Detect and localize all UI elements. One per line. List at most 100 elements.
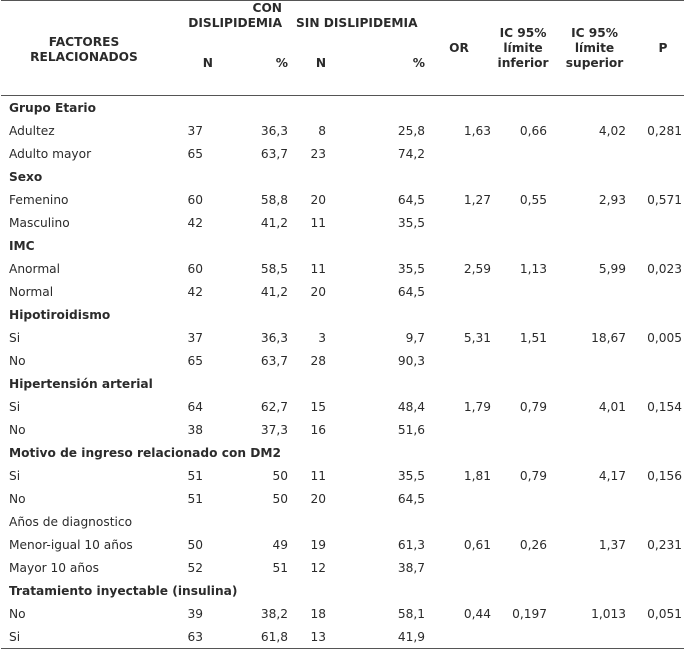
- cell-or: [427, 510, 491, 533]
- cell-n-con: 63: [167, 625, 215, 649]
- cell-pct-sin: [352, 510, 427, 533]
- row-label: Anormal: [9, 261, 61, 276]
- cell-ic-superior: 5,99: [598, 261, 627, 276]
- table-row: No 65 63,7 28 90,3: [1, 349, 684, 372]
- cell-n-con: 65: [187, 146, 203, 161]
- cell-p: [642, 349, 684, 372]
- cell-ic-inferior: [491, 487, 555, 510]
- cell-n-sin: 20: [310, 491, 327, 506]
- cell-ic-superior: [555, 556, 642, 579]
- cell-ic-superior: [555, 625, 643, 649]
- cell-pct-sin: 58,1: [397, 606, 426, 621]
- cell-ic-inferior: 0,79: [519, 399, 548, 414]
- row-label: Menor-igual 10 años: [9, 537, 133, 552]
- cell-p: 0,231: [647, 537, 683, 552]
- cell-p: [642, 142, 684, 165]
- row-label: Si: [9, 468, 21, 483]
- cell-ic-inferior: [491, 510, 555, 533]
- cell-ic-superior: [555, 487, 642, 510]
- cell-pct-sin: 38,7: [397, 560, 426, 575]
- table-row: No 38 37,3 16 51,6: [1, 418, 684, 441]
- cell-pct-sin: 64,5: [397, 491, 426, 506]
- group-row: Sexo: [1, 165, 684, 188]
- cell-pct-sin: 64,5: [397, 192, 426, 207]
- cell-p: [642, 418, 684, 441]
- cell-ic-inferior: [491, 280, 555, 303]
- header-factores: FACTORES RELACIONADOS: [1, 0, 167, 96]
- cell-ic-inferior: [491, 349, 555, 372]
- cell-pct-sin: 64,5: [397, 284, 426, 299]
- cell-ic-inferior: 0,66: [519, 123, 548, 138]
- table-row: Si 37 36,3 3 9,7 5,31 1,51 18,67 0,005: [1, 326, 684, 349]
- cell-pct-sin: 35,5: [397, 215, 426, 230]
- row-label: Normal: [9, 284, 54, 299]
- row-label: Femenino: [9, 192, 69, 207]
- cell-or: 0,44: [463, 606, 492, 621]
- table-row: Adultez 37 36,3 8 25,8 1,63 0,66 4,02 0,281: [1, 119, 684, 142]
- cell-pct-con: 38,2: [260, 606, 289, 621]
- cell-pct-sin: 48,4: [397, 399, 426, 414]
- cell-or: 1,63: [463, 123, 492, 138]
- cell-pct-con: 51: [272, 560, 289, 575]
- cell-pct-con: 36,3: [260, 123, 289, 138]
- cell-n-sin: 18: [310, 606, 327, 621]
- cell-n-sin: 11: [310, 215, 327, 230]
- header-ic-superior: IC 95% límite superior: [555, 0, 643, 96]
- group-row: Grupo Etario: [1, 96, 684, 120]
- cell-or: [427, 625, 492, 649]
- cell-n-sin: 20: [310, 284, 327, 299]
- cell-pct-con: 50: [272, 491, 289, 506]
- cell-n-con: 51: [187, 468, 203, 483]
- cell-or: 2,59: [463, 261, 492, 276]
- row-label: Adultez: [9, 123, 55, 138]
- cell-p: [642, 487, 684, 510]
- cell-n-con: 37: [187, 330, 203, 345]
- table-row: Si 63 61,8 13 41,9: [1, 625, 685, 649]
- cell-or: [427, 211, 491, 234]
- cell-pct-con: 49: [272, 537, 289, 552]
- header-p: P: [642, 0, 685, 96]
- header-pct-con: %: [275, 55, 289, 70]
- cell-pct-sin: 51,6: [397, 422, 426, 437]
- row-label: Si: [9, 399, 21, 414]
- header-sin-dislipidemia: SIN DISLIPIDEMIA: [296, 16, 418, 30]
- row-label: Si: [9, 330, 21, 345]
- cell-p: [642, 556, 684, 579]
- cell-n-sin: 8: [318, 123, 327, 138]
- cell-ic-superior: [555, 510, 642, 533]
- cell-n-sin: 28: [310, 353, 327, 368]
- cell-n-sin: 20: [310, 192, 327, 207]
- cell-pct-con: 37,3: [260, 422, 289, 437]
- group-label: Motivo de ingreso relacionado con DM2: [9, 445, 281, 460]
- header-n-con: N: [202, 55, 213, 70]
- cell-ic-superior: [555, 418, 642, 441]
- cell-or: 1,79: [463, 399, 492, 414]
- header-pct-sin: %: [412, 55, 426, 70]
- cell-pct-sin: 90,3: [397, 353, 426, 368]
- table-row: Mayor 10 años 52 51 12 38,7: [1, 556, 684, 579]
- cell-n-con: 64: [187, 399, 203, 414]
- cell-ic-superior: 4,02: [598, 123, 627, 138]
- cell-ic-superior: 1,013: [591, 606, 627, 621]
- cell-ic-inferior: 1,13: [519, 261, 548, 276]
- cell-or: 5,31: [463, 330, 492, 345]
- table-row: Normal 42 41,2 20 64,5: [1, 280, 684, 303]
- cell-n-con: 38: [187, 422, 203, 437]
- cell-p: [642, 211, 684, 234]
- cell-pct-sin: 74,2: [397, 146, 426, 161]
- cell-n-sin: 11: [310, 261, 327, 276]
- cell-pct-con: 41,2: [260, 215, 289, 230]
- cell-n-con: 52: [187, 560, 203, 575]
- cell-pct-con: [215, 510, 290, 533]
- cell-or: [427, 487, 491, 510]
- cell-or: [427, 142, 491, 165]
- cell-ic-inferior: 0,79: [519, 468, 548, 483]
- cell-pct-sin: 9,7: [405, 330, 426, 345]
- table-row: Si 64 62,7 15 48,4 1,79 0,79 4,01 0,154: [1, 395, 684, 418]
- cell-p: 0,571: [647, 192, 683, 207]
- cell-or: [427, 349, 491, 372]
- cell-pct-con: 63,7: [260, 353, 289, 368]
- header-n-sin: N: [315, 55, 327, 70]
- row-label: Años de diagnostico: [9, 514, 133, 529]
- table-row: Masculino 42 41,2 11 35,5: [1, 211, 684, 234]
